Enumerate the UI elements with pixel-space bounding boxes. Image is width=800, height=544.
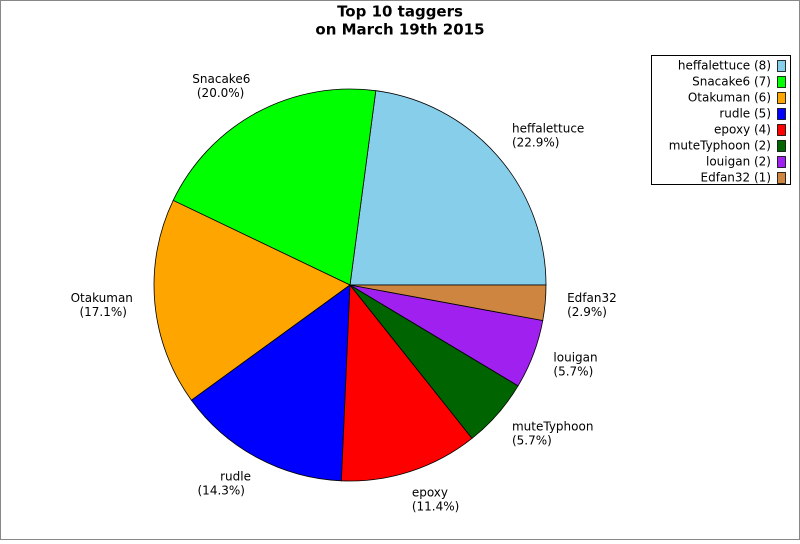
- slice-label: Edfan32: [567, 291, 617, 305]
- slice-percent: (5.7%): [512, 433, 552, 447]
- legend-label: Otakuman (6): [688, 91, 771, 105]
- pie-slice: [349, 90, 547, 286]
- slice-label: rudle: [220, 470, 251, 484]
- legend-swatch: [777, 172, 786, 184]
- legend-swatch: [777, 76, 786, 88]
- chart-subtitle: on March 19th 2015: [315, 21, 484, 39]
- legend-swatch: [777, 60, 786, 72]
- slice-label: louigan: [553, 350, 597, 364]
- chart-title: Top 10 taggers: [337, 3, 463, 21]
- legend-label: muteTyphoon (2): [669, 139, 771, 153]
- legend-label: rudle (5): [719, 107, 771, 121]
- pie-slice: [172, 88, 377, 286]
- legend-label: heffalettuce (8): [678, 59, 771, 73]
- legend-swatch: [777, 108, 786, 120]
- slice-percent: (2.9%): [567, 305, 607, 319]
- slice-label: heffalettuce: [512, 122, 584, 136]
- slice-percent: (17.1%): [79, 305, 126, 319]
- pie-slice: [349, 284, 547, 321]
- legend-label: louigan (2): [706, 155, 771, 169]
- slice-label: Snacake6: [192, 72, 250, 86]
- slice-label: muteTyphoon: [512, 419, 593, 433]
- legend-swatch: [777, 92, 786, 104]
- legend-swatch: [777, 156, 786, 168]
- pie-slice: [190, 284, 351, 482]
- slice-percent: (22.9%): [512, 136, 559, 150]
- slice-percent: (11.4%): [412, 499, 459, 513]
- slice-percent: (20.0%): [197, 86, 244, 100]
- slice-label: epoxy: [412, 485, 448, 499]
- slice-percent: (14.3%): [198, 484, 245, 498]
- legend-swatch: [777, 124, 786, 136]
- legend-box: [651, 55, 791, 185]
- legend-label: Snacake6 (7): [692, 75, 771, 89]
- legend-label: Edfan32 (1): [701, 171, 771, 185]
- pie-slice: [340, 283, 473, 482]
- pie-slice: [153, 199, 351, 401]
- slice-percent: (5.7%): [553, 364, 593, 378]
- slice-label: Otakuman: [71, 291, 133, 305]
- legend-swatch: [777, 140, 786, 152]
- legend-label: epoxy (4): [714, 123, 771, 137]
